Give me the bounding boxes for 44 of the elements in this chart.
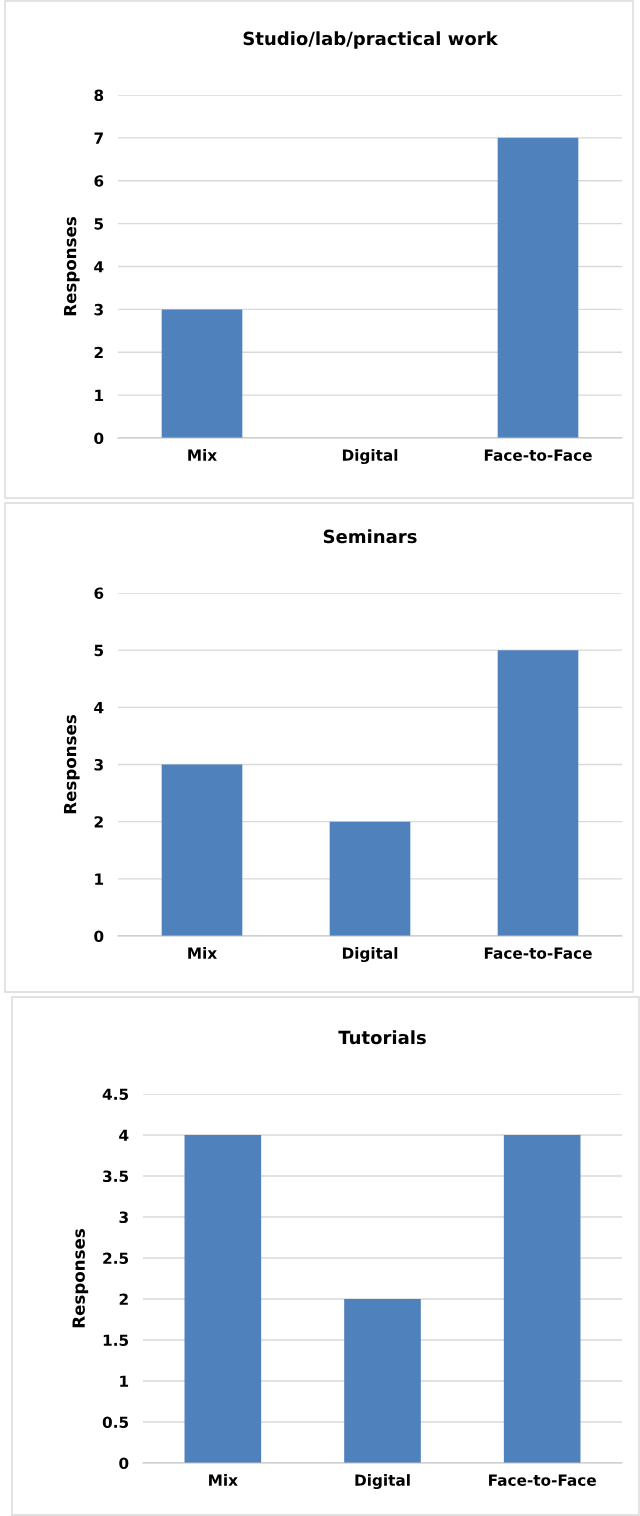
y-axis-title: Responses — [63, 217, 80, 316]
x-tick-label: Face-to-Face — [484, 947, 592, 959]
y-axis-title: Responses — [63, 715, 80, 814]
y-tick-label: 3 — [119, 1211, 128, 1224]
y-tick-label: 0.5 — [102, 1416, 129, 1429]
y-tick-label: 8 — [94, 89, 104, 102]
y-tick-label: 1 — [95, 873, 104, 885]
y-tick-label: 3.5 — [103, 1170, 129, 1183]
x-tick-label: Digital — [342, 947, 398, 963]
y-tick-label: 0 — [119, 1457, 129, 1470]
bar — [497, 650, 579, 936]
x-tick-label: Face-to-Face — [489, 1474, 596, 1486]
y-axis-title: Responses — [72, 1229, 89, 1328]
x-tick-label: Face-to-Face — [484, 449, 592, 461]
x-tick-label: Mix — [209, 1474, 238, 1486]
x-tick-label: Digital — [342, 449, 398, 465]
x-tick-label: Digital — [355, 1474, 410, 1490]
y-tick-label: 0 — [94, 930, 104, 943]
y-tick-label: 2 — [119, 1293, 128, 1305]
y-tick-label: 0 — [94, 432, 104, 445]
y-tick-label: 4 — [119, 1129, 129, 1141]
y-tick-label: 6 — [94, 587, 104, 600]
y-tick-label: 4.5 — [102, 1088, 129, 1101]
bar — [161, 764, 243, 936]
y-tick-label: 4 — [94, 261, 104, 273]
y-tick-label: 3 — [94, 758, 103, 771]
y-tick-label: 5 — [94, 644, 104, 657]
x-tick-label: Mix — [188, 947, 217, 959]
y-tick-label: 4 — [94, 702, 104, 714]
y-tick-label: 1 — [95, 389, 104, 401]
chart-title: Tutorials — [338, 1030, 426, 1045]
y-tick-label: 2.5 — [103, 1252, 129, 1265]
y-tick-label: 2 — [94, 346, 103, 359]
chart-title: Seminars — [323, 529, 417, 544]
bar — [329, 821, 411, 936]
y-tick-label: 2 — [94, 816, 103, 828]
y-tick-label: 1.5 — [103, 1334, 129, 1347]
y-tick-label: 6 — [94, 175, 104, 187]
y-tick-label: 3 — [94, 303, 103, 316]
y-tick-label: 7 — [94, 132, 103, 144]
chart-title: Studio/lab/practical work — [243, 31, 499, 49]
x-tick-label: Mix — [188, 449, 217, 461]
y-tick-label: 5 — [94, 218, 104, 230]
y-tick-label: 1 — [120, 1375, 129, 1387]
